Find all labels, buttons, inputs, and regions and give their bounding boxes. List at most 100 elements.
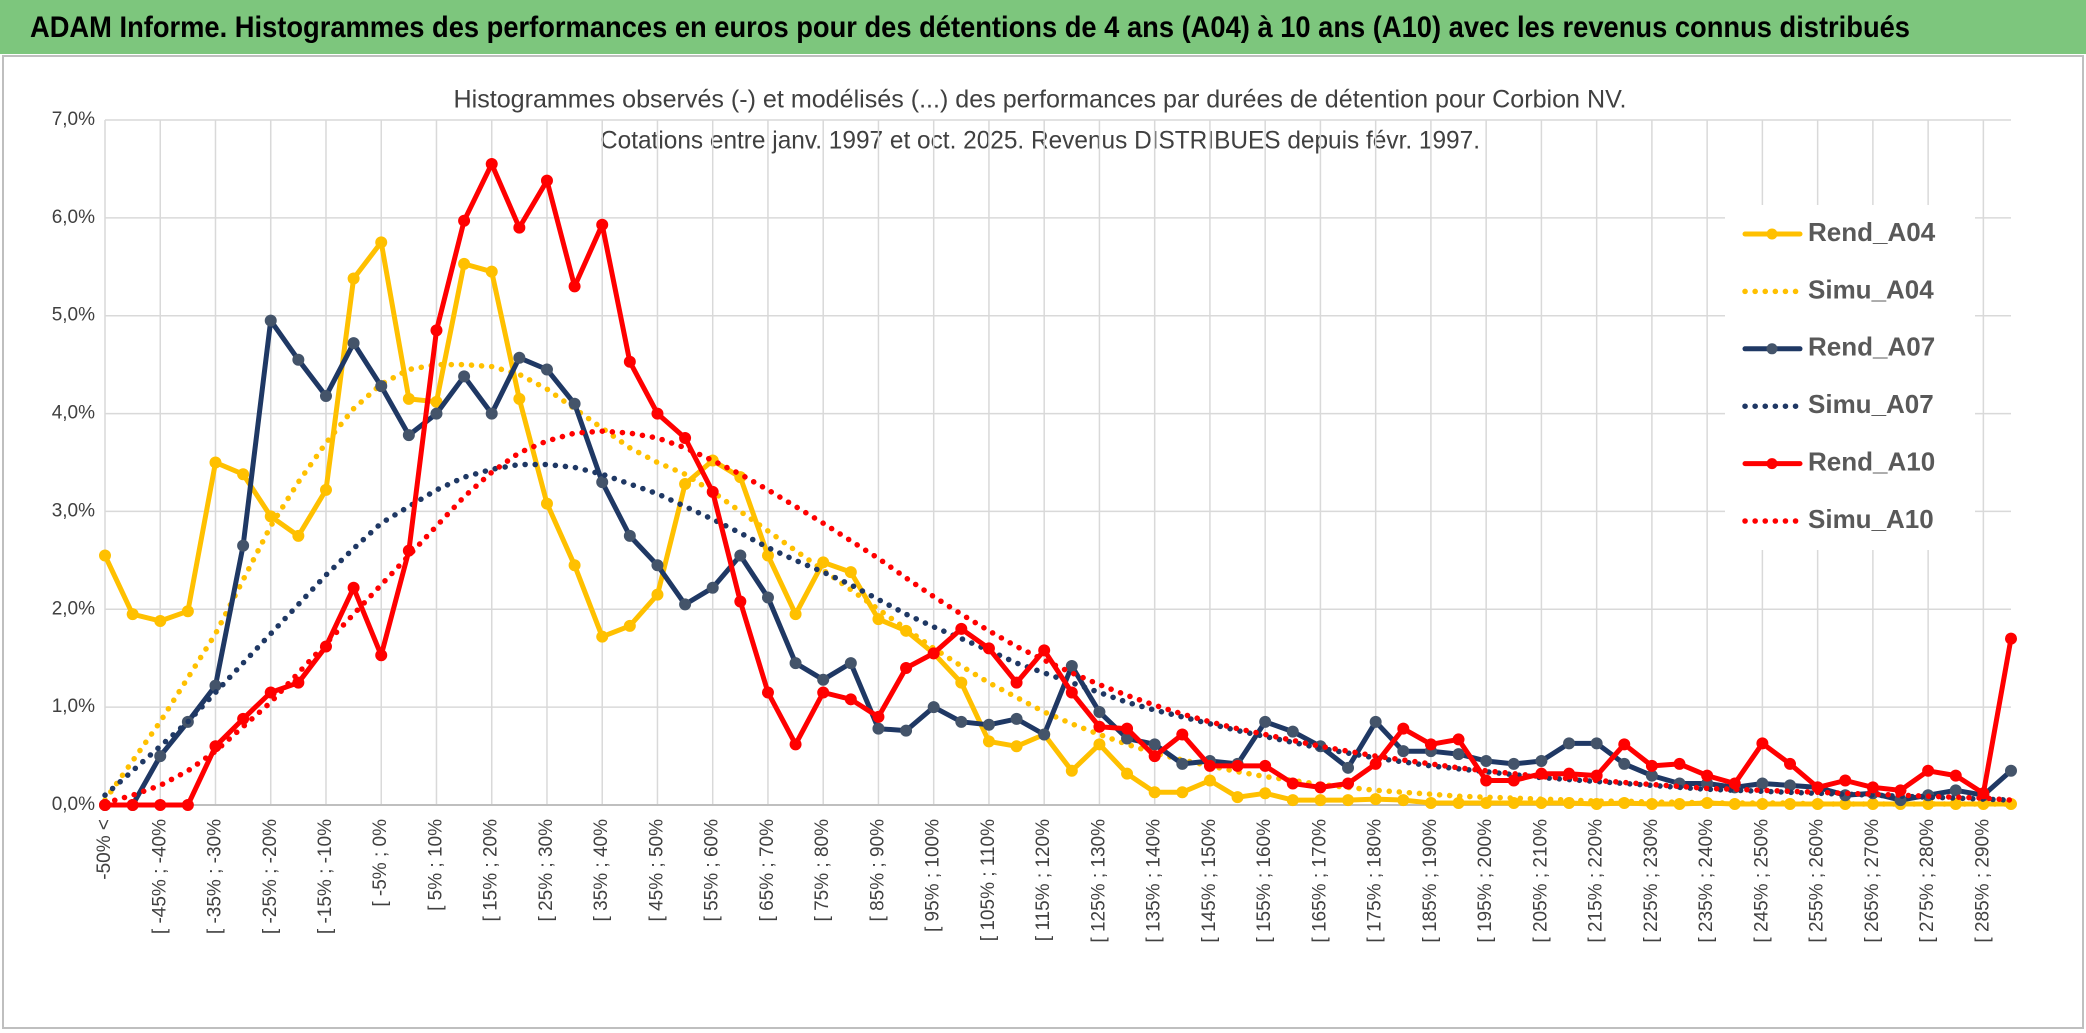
data-point xyxy=(1618,738,1631,751)
data-point xyxy=(292,676,305,689)
data-point xyxy=(817,686,830,699)
data-point xyxy=(1065,660,1078,673)
series-line xyxy=(102,361,2014,807)
data-point xyxy=(1452,748,1465,761)
data-point xyxy=(1203,774,1216,787)
x-tick-label: [ 255% ; 260% xyxy=(1807,819,1828,943)
chart-title: Histogrammes observés (-) et modélisés (… xyxy=(454,86,1627,114)
data-point xyxy=(1093,720,1106,733)
x-tick-label: [ 265% ; 270% xyxy=(1862,819,1883,943)
data-point xyxy=(1148,750,1161,763)
data-point xyxy=(1314,794,1327,807)
data-point xyxy=(982,642,995,655)
data-point xyxy=(844,657,857,670)
data-point xyxy=(485,158,498,171)
data-point xyxy=(154,799,167,811)
data-point xyxy=(679,478,692,491)
data-point xyxy=(596,476,609,489)
data-point xyxy=(706,581,719,594)
data-point xyxy=(430,324,443,337)
data-point xyxy=(430,395,443,408)
data-point xyxy=(1342,777,1355,790)
data-point xyxy=(485,407,498,420)
legend-label: Simu_A04 xyxy=(1808,274,1934,304)
data-point xyxy=(1065,686,1078,699)
x-tick-label: [ -5% ; 0% xyxy=(370,819,391,907)
data-point xyxy=(651,559,664,572)
data-point xyxy=(458,257,471,270)
legend-label: Rend_A07 xyxy=(1808,332,1935,362)
data-point xyxy=(844,566,857,579)
data-point xyxy=(1259,787,1272,800)
data-point xyxy=(623,355,636,368)
data-point xyxy=(1314,781,1327,794)
data-point xyxy=(1507,757,1520,770)
data-point xyxy=(623,529,636,542)
x-tick-label: [ 85% ; 90% xyxy=(867,819,888,922)
y-tick-label: 6,0% xyxy=(52,207,95,228)
data-point xyxy=(927,647,940,660)
data-point xyxy=(1231,759,1244,772)
data-point xyxy=(1590,737,1603,750)
data-point xyxy=(1673,757,1686,770)
data-point xyxy=(540,363,553,376)
x-tick-label: [ 215% ; 220% xyxy=(1586,819,1607,943)
header-title: ADAM Informe. Histogrammes des performan… xyxy=(30,11,1910,44)
data-point xyxy=(264,686,277,699)
y-tick-label: 7,0% xyxy=(52,109,95,130)
data-point xyxy=(99,549,111,562)
data-point xyxy=(513,221,526,234)
data-point xyxy=(679,432,692,445)
x-tick-label: [ -45% ; -40% xyxy=(149,819,170,934)
x-tick-label: [ 245% ; 250% xyxy=(1751,819,1772,943)
y-tick-label: 0,0% xyxy=(52,794,95,815)
data-point xyxy=(1756,777,1769,790)
data-point xyxy=(1452,733,1465,746)
chart-subtitle: Cotations entre janv. 1997 et oct. 2025.… xyxy=(600,127,1480,155)
data-point xyxy=(817,556,830,569)
data-point xyxy=(1259,759,1272,772)
data-point xyxy=(1480,797,1493,810)
data-point xyxy=(1424,797,1437,810)
data-point xyxy=(679,598,692,611)
data-point xyxy=(1507,774,1520,787)
data-point xyxy=(1424,738,1437,751)
y-tick-label: 4,0% xyxy=(52,403,95,424)
data-point xyxy=(1922,764,1935,777)
x-tick-label: [ 195% ; 200% xyxy=(1475,819,1496,943)
legend-label: Simu_A07 xyxy=(1808,389,1934,419)
data-point xyxy=(1093,738,1106,751)
data-point xyxy=(955,676,968,689)
data-point xyxy=(789,738,802,751)
data-point xyxy=(927,701,940,714)
data-point xyxy=(347,272,360,285)
x-tick-label: [ 205% ; 210% xyxy=(1530,819,1551,943)
data-point xyxy=(154,750,167,763)
legend-label: Rend_A04 xyxy=(1808,217,1936,247)
data-point xyxy=(844,693,857,706)
data-point xyxy=(982,735,995,748)
data-point xyxy=(402,429,415,442)
series-line xyxy=(102,461,2014,803)
data-point xyxy=(375,236,388,249)
x-tick-label: [ -15% ; -10% xyxy=(315,819,336,934)
x-tick-label: -50% < xyxy=(94,819,115,880)
data-point xyxy=(1563,737,1576,750)
data-point xyxy=(1148,786,1161,799)
data-point xyxy=(1756,737,1769,750)
legend-label: Simu_A10 xyxy=(1808,504,1934,534)
chart-frame xyxy=(2,55,2084,1029)
x-tick-label: [ 115% ; 120% xyxy=(1033,819,1054,941)
data-point xyxy=(706,485,719,498)
data-point xyxy=(319,483,332,496)
data-point xyxy=(1784,757,1797,770)
data-point xyxy=(651,407,664,420)
data-point xyxy=(292,529,305,542)
data-point xyxy=(1645,759,1658,772)
x-tick-label: [ 105% ; 110% xyxy=(978,819,999,941)
data-point xyxy=(1369,715,1382,728)
data-point xyxy=(1286,794,1299,807)
header-bar xyxy=(0,0,2086,54)
